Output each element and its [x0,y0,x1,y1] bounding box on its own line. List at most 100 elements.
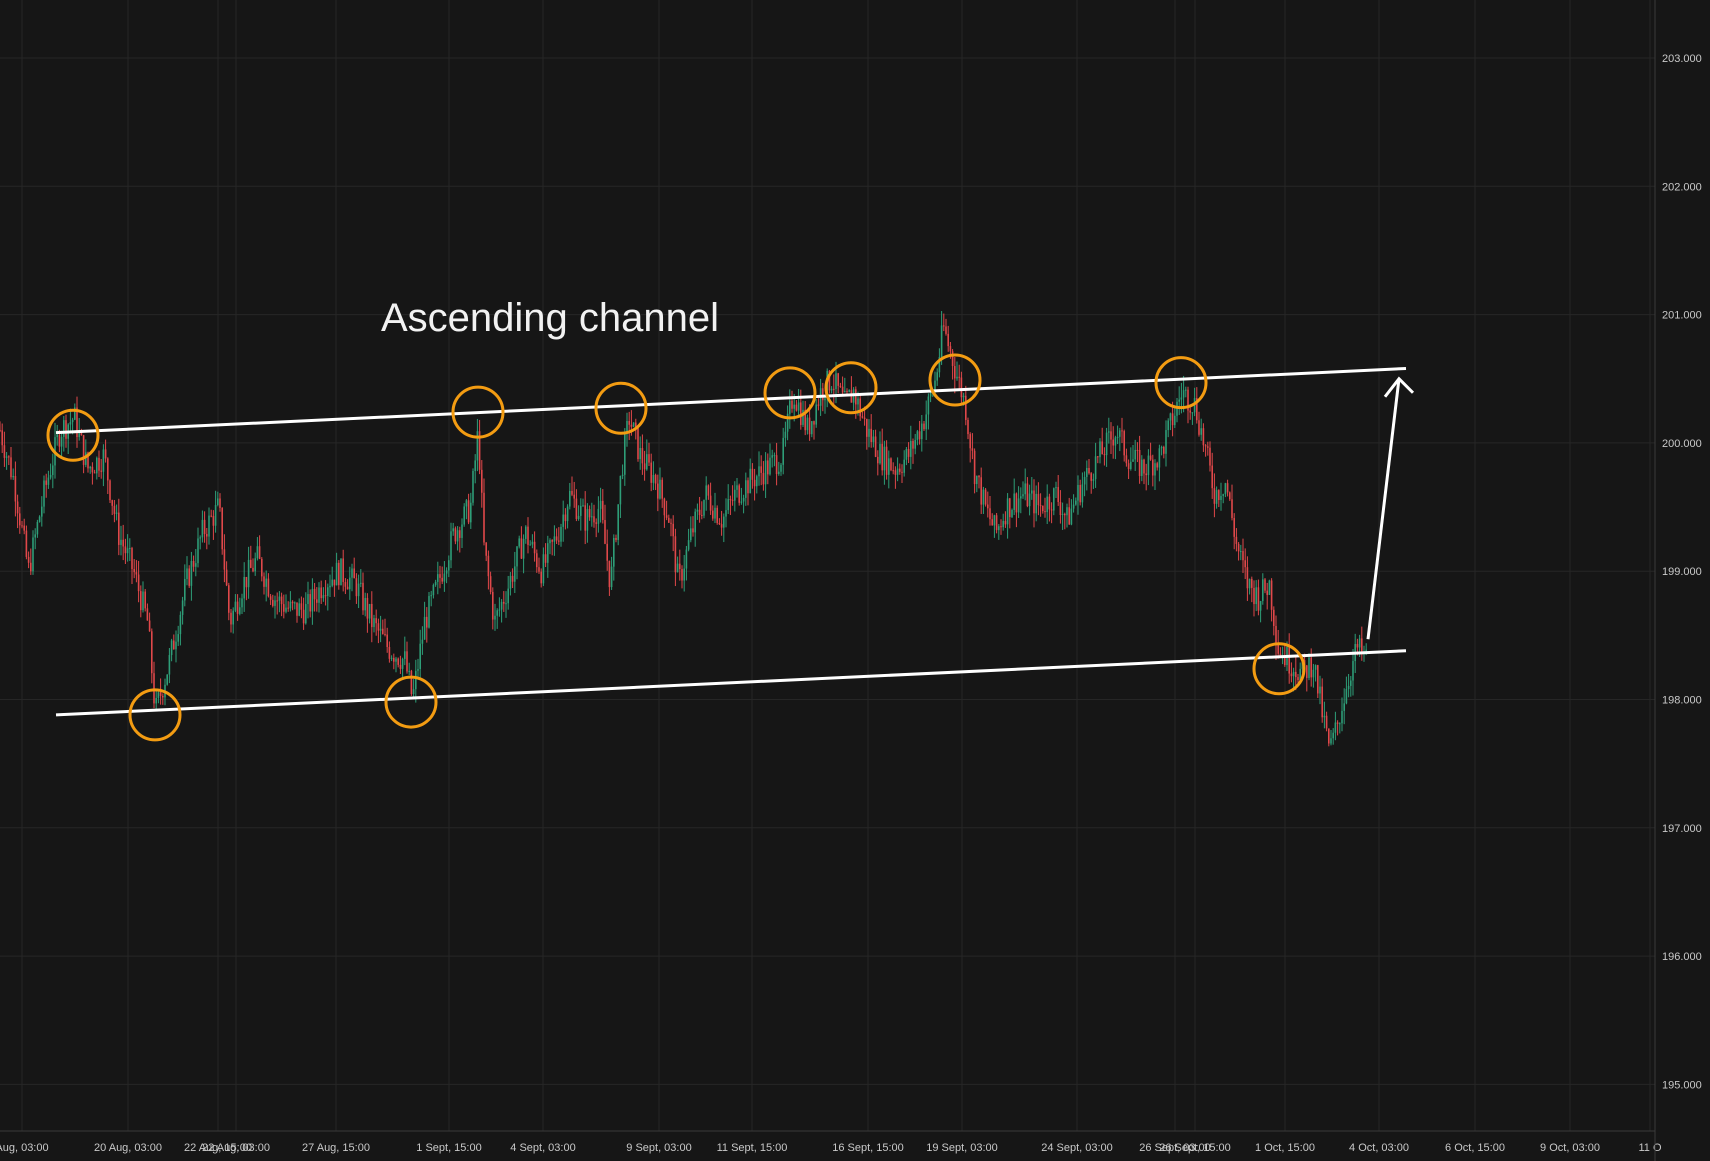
candle-body [657,483,659,499]
candle-body [1114,437,1117,446]
candle-body [855,389,857,405]
candle-body [663,498,666,516]
candle-body [1246,567,1249,589]
candle-body [1138,449,1141,476]
candle-body [738,485,740,503]
candle-body [256,546,259,559]
candle-body [540,571,542,584]
candle-body [3,445,6,458]
candle-body [1314,665,1317,670]
candle-body [846,391,848,393]
candle-body [173,640,175,650]
annotation-title: Ascending channel [381,296,719,340]
candle-body [1347,685,1350,690]
candle-body [1097,456,1099,458]
candle-body [874,436,877,457]
candle-body [1101,441,1103,455]
candle-body [1112,439,1114,446]
candle-body [628,420,630,425]
candle-body [432,584,435,596]
candle-body [129,548,131,550]
candle-body [597,508,600,524]
candle-body [1295,671,1297,678]
candle-body [223,549,226,570]
candle-body [340,558,342,586]
candle-body [448,560,450,571]
candle-body [1336,722,1339,724]
candle-body [258,546,261,559]
candle-body [346,586,349,590]
candle-body [894,470,897,475]
candle-body [694,511,696,533]
candle-body [828,370,831,391]
candle-body [1158,448,1161,468]
candle-body [144,591,146,609]
x-tick-label: 11 O [1638,1142,1661,1154]
candle-body [1055,487,1057,489]
candle-body [918,431,921,440]
candle-body [371,603,373,628]
candle-body [102,449,105,472]
candle-body [170,640,173,656]
candle-body [635,422,637,428]
x-tick-label: 11 Sept, 15:00 [717,1142,788,1154]
candle-body [362,582,364,611]
candle-body [573,494,575,499]
candle-body [168,655,171,675]
x-tick-label: 26 Sept, 15:00 [1159,1142,1231,1154]
candle-body [571,490,573,495]
candle-body [899,468,901,472]
y-tick-label: 200.000 [1662,438,1702,450]
candle-body [344,581,347,587]
candle-body [1123,431,1125,456]
candle-body [888,458,890,475]
candle-body [49,474,52,478]
candle-body [676,563,679,573]
candle-body [1319,686,1321,694]
candle-body [1167,420,1169,431]
candle-body [287,607,289,609]
candle-body [1061,513,1064,515]
candle-body [659,479,661,499]
candle-body [995,515,998,531]
candle-body [386,634,388,647]
candle-body [1257,587,1260,611]
candle-body [538,567,540,572]
candle-body [166,674,168,685]
candle-body [1277,644,1279,654]
candle-body [905,449,908,460]
candle-body [388,646,391,659]
candle-body [331,579,333,586]
candle-body [382,628,384,634]
candle-body [514,566,516,582]
candle-body [1266,590,1268,595]
candle-body [1108,431,1110,433]
candle-body [503,601,505,604]
candle-body [881,443,883,471]
candle-body [439,574,441,578]
candle-body [78,431,80,438]
candle-body [577,515,580,519]
candle-body [302,609,305,624]
candle-body [478,431,481,470]
candle-body [8,456,10,458]
candle-body [265,578,267,587]
candle-body [470,502,472,523]
candle-body [641,448,644,464]
candle-body [417,668,419,671]
candle-body [283,604,285,612]
candle-body [1165,430,1167,454]
candle-body [1053,488,1055,511]
candle-body [1339,723,1341,725]
candle-body [1141,459,1143,476]
candle-body [1262,579,1264,602]
candle-body [1081,484,1084,503]
candle-body [1323,715,1326,718]
candle-body [241,598,243,608]
candle-body [877,456,879,464]
candle-body [591,516,593,518]
candle-body [903,459,905,473]
breakout-arrowhead [1383,376,1415,398]
candle-body [925,414,927,430]
